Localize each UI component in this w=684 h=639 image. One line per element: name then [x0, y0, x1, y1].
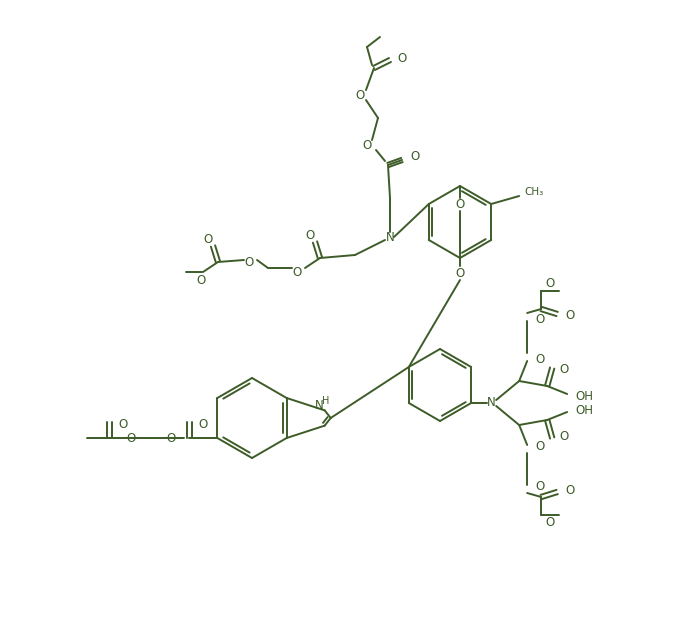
- Text: OH: OH: [575, 390, 593, 403]
- Text: O: O: [560, 362, 568, 376]
- Text: O: O: [363, 139, 371, 151]
- Text: O: O: [356, 88, 365, 102]
- Text: O: O: [545, 516, 555, 530]
- Text: O: O: [410, 150, 419, 162]
- Text: O: O: [397, 52, 406, 65]
- Text: O: O: [456, 197, 464, 210]
- Text: O: O: [535, 312, 544, 325]
- Text: O: O: [535, 481, 544, 493]
- Text: O: O: [560, 431, 568, 443]
- Text: O: O: [535, 440, 544, 454]
- Text: O: O: [203, 233, 213, 245]
- Text: O: O: [565, 309, 575, 321]
- Text: O: O: [456, 266, 464, 279]
- Text: O: O: [198, 417, 208, 431]
- Text: O: O: [118, 417, 128, 431]
- Text: O: O: [535, 353, 544, 366]
- Text: O: O: [545, 277, 555, 289]
- Text: N: N: [487, 397, 495, 410]
- Text: N: N: [386, 231, 395, 243]
- Text: O: O: [292, 265, 302, 279]
- Text: N: N: [315, 399, 324, 412]
- Text: O: O: [127, 431, 136, 445]
- Text: O: O: [305, 229, 315, 242]
- Text: O: O: [565, 484, 575, 498]
- Text: OH: OH: [575, 403, 593, 417]
- Text: O: O: [196, 273, 206, 286]
- Text: O: O: [244, 256, 254, 268]
- Text: O: O: [167, 431, 176, 445]
- Text: CH₃: CH₃: [524, 187, 543, 197]
- Text: H: H: [322, 396, 330, 406]
